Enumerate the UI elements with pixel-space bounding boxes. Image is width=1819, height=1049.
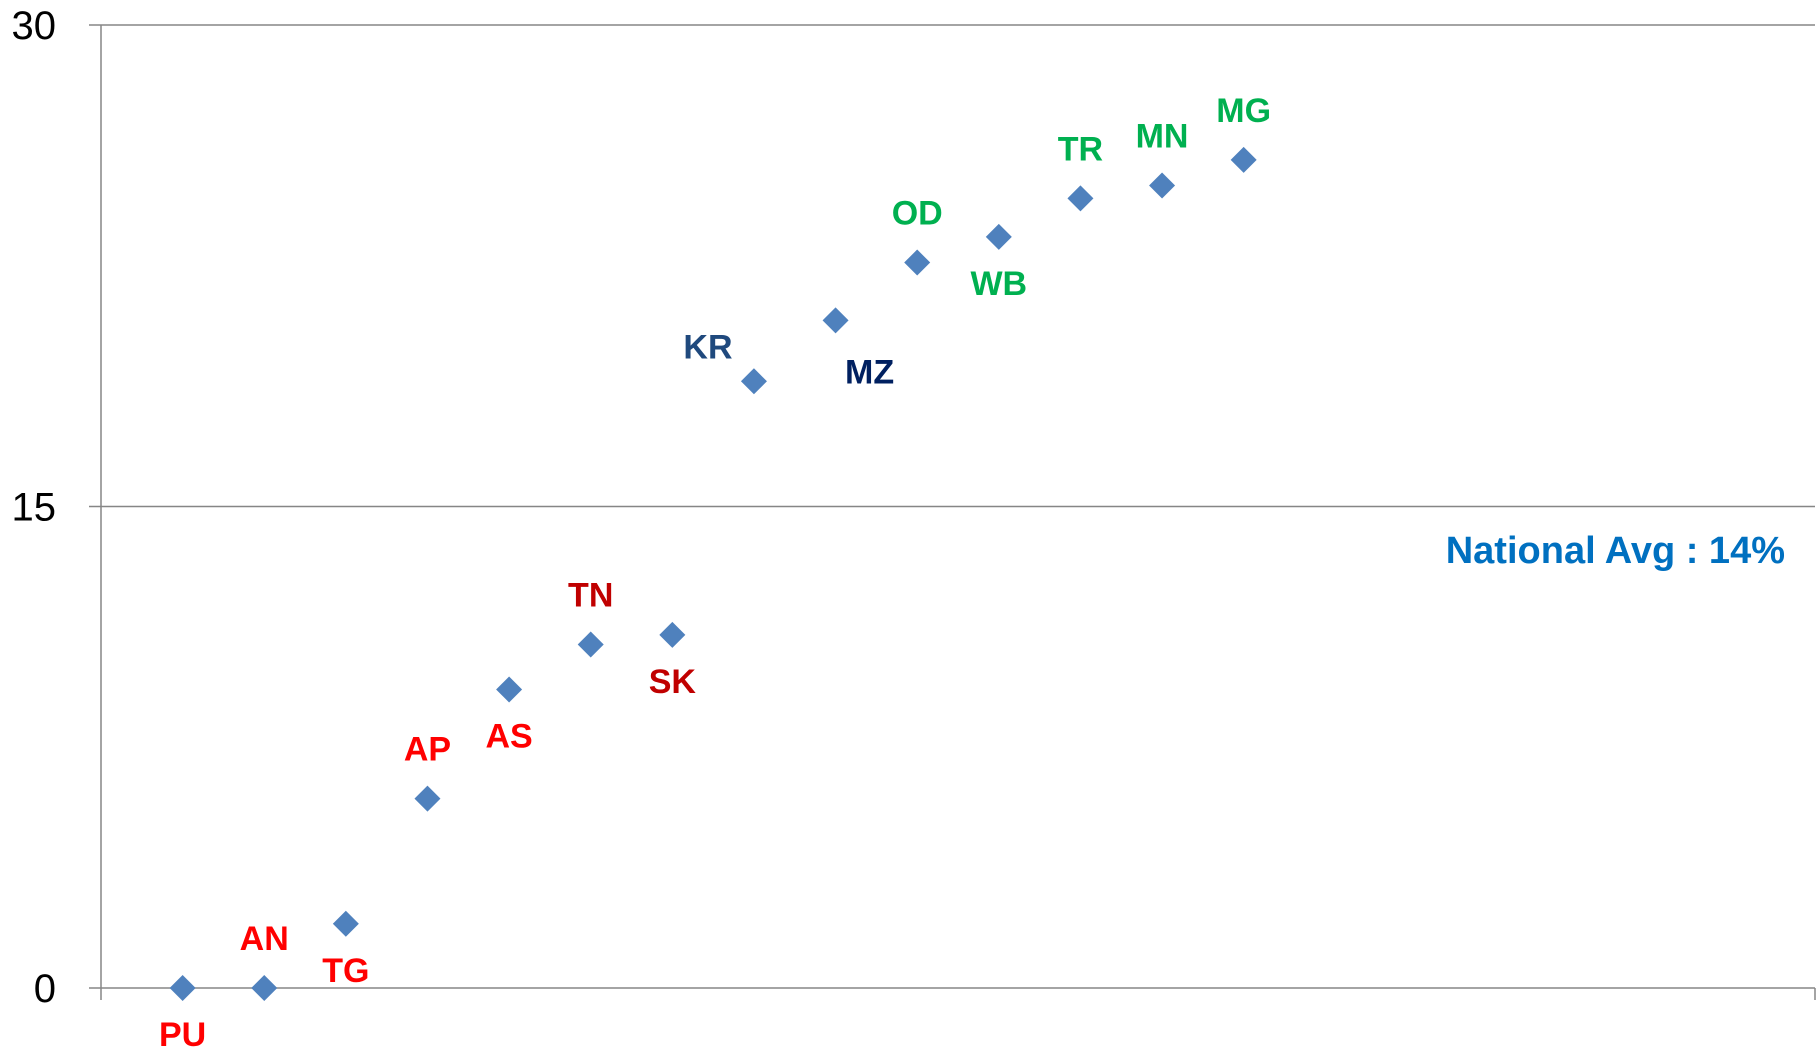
- data-label-ap: AP: [404, 731, 451, 769]
- y-tick-labels: 0 15 30: [12, 4, 57, 1011]
- y-tick-label-30: 30: [12, 4, 57, 48]
- data-label-mn: MN: [1136, 118, 1189, 156]
- data-label-as: AS: [485, 717, 532, 755]
- data-point-ap: [414, 785, 441, 812]
- data-point-tg: [332, 910, 359, 937]
- data-point-kr: [740, 368, 767, 395]
- data-point-mg: [1230, 146, 1257, 173]
- y-tick-label-0: 0: [34, 967, 56, 1011]
- data-label-tg: TG: [322, 952, 369, 990]
- y-tick-label-15: 15: [12, 486, 57, 530]
- data-point-tn: [577, 631, 604, 658]
- data-point-as: [496, 676, 523, 703]
- national-average-annotation: National Avg : 14%: [1446, 530, 1785, 572]
- gridlines: [89, 24, 1815, 508]
- data-labels: PU AN TG AP AS TN SK KR MZ OD WB TR MN MG: [159, 92, 1271, 1049]
- data-label-sk: SK: [649, 663, 697, 701]
- data-point-mn: [1149, 172, 1176, 199]
- data-label-tr: TR: [1058, 130, 1103, 168]
- data-label-tn: TN: [568, 577, 613, 615]
- data-label-mz: MZ: [845, 353, 894, 391]
- axes: [89, 25, 1816, 1000]
- data-point-mz: [822, 307, 849, 334]
- data-label-wb: WB: [970, 265, 1027, 303]
- data-point-an: [251, 975, 278, 1001]
- data-points: [169, 146, 1257, 1001]
- data-label-od: OD: [892, 195, 943, 233]
- data-point-sk: [659, 621, 686, 648]
- data-point-wb: [985, 223, 1012, 250]
- data-point-od: [904, 249, 931, 276]
- data-label-mg: MG: [1216, 92, 1271, 130]
- data-label-an: AN: [240, 920, 289, 958]
- data-label-pu: PU: [159, 1016, 206, 1049]
- data-point-pu: [169, 975, 196, 1001]
- data-label-kr: KR: [683, 328, 732, 366]
- data-point-tr: [1067, 185, 1094, 212]
